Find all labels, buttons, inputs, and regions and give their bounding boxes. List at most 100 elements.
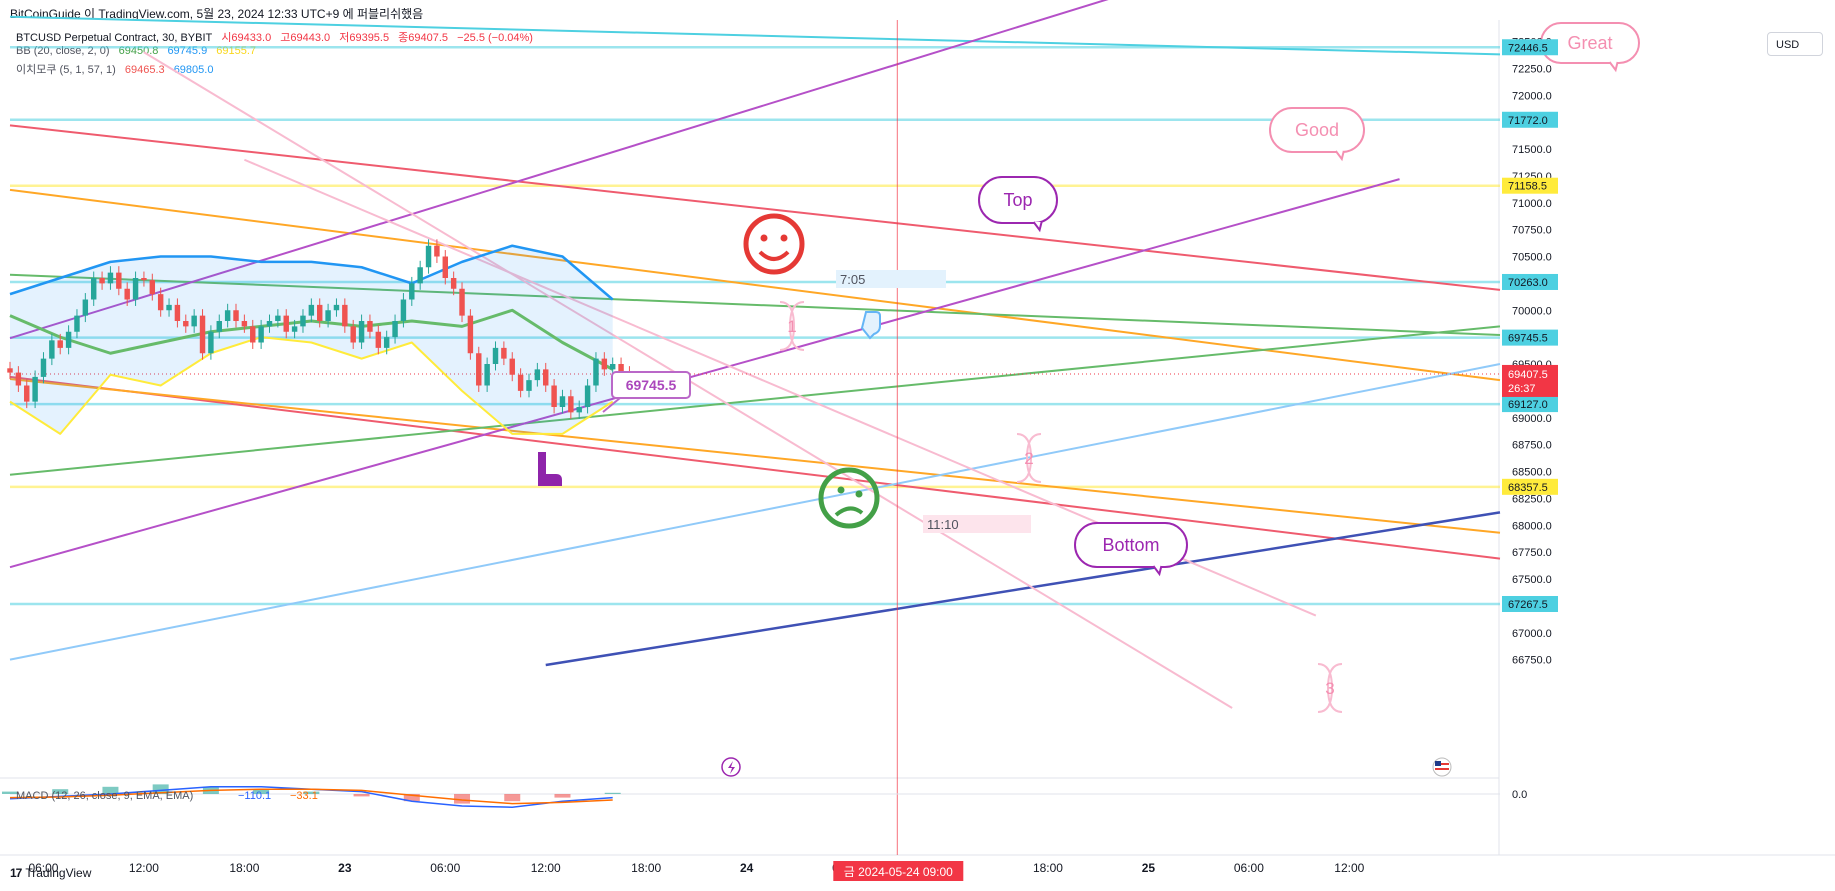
crosshair-date-label: 금 2024-05-24 09:00 xyxy=(844,865,953,879)
time-label-2: 11:10 xyxy=(927,517,959,532)
candle-body-64 xyxy=(543,369,549,386)
candle-body-20 xyxy=(174,304,181,321)
time-tick-1: 12:00 xyxy=(129,861,159,875)
candle-body-40 xyxy=(342,304,348,327)
trend-line-0 xyxy=(9,15,1501,56)
price-tick-15: 70500.0 xyxy=(1512,252,1552,264)
legend-close: 종69407.5 xyxy=(398,32,449,44)
candle-body-56 xyxy=(476,353,482,386)
candle-body-6 xyxy=(57,340,63,348)
candle-body-72 xyxy=(609,364,616,370)
us-flag-stripe-2 xyxy=(1435,768,1449,770)
candle-body-7 xyxy=(65,331,72,348)
legend-symbol-row[interactable]: BTCUSD Perpetual Contract, 30, BYBIT 시69… xyxy=(16,29,539,45)
time-tick-6: 18:00 xyxy=(631,861,661,875)
candle-body-8 xyxy=(74,315,80,332)
candle-body-27 xyxy=(233,310,239,321)
countdown-label: 26:37 xyxy=(1508,383,1536,395)
level-label-5: 69127.0 xyxy=(1508,399,1548,411)
great-annotation-tail xyxy=(1608,61,1619,73)
macd-hist-bar-11 xyxy=(554,794,571,798)
price-callout-text: 69745.5 xyxy=(626,377,677,393)
legend-low: 저69395.5 xyxy=(339,32,390,44)
top-annotation-bubble xyxy=(978,176,1058,224)
candle-body-61 xyxy=(517,374,524,391)
price-tick-1: 67000.0 xyxy=(1512,628,1552,640)
candle-body-53 xyxy=(450,278,457,289)
macd-signal-line xyxy=(9,788,613,805)
trend-line-4 xyxy=(9,378,1501,534)
time-label-2-bg xyxy=(923,515,1031,533)
macd-hist-bar-7 xyxy=(353,794,370,797)
ichimoku-cloud xyxy=(10,245,613,434)
trend-line-5 xyxy=(9,273,1501,336)
candle-body-42 xyxy=(358,321,365,343)
wave-1-bracket xyxy=(779,301,805,351)
tradingview-logo[interactable]: 17 TradingView xyxy=(10,866,91,880)
bb-lower-line xyxy=(9,336,614,435)
price-tick-0: 66750.0 xyxy=(1512,655,1552,667)
candle-body-12 xyxy=(107,272,114,284)
price-tick-21: 72000.0 xyxy=(1512,90,1552,102)
price-tick-8: 68750.0 xyxy=(1512,440,1552,452)
trend-line-8 xyxy=(9,178,1400,569)
macd-hist-bar-3 xyxy=(152,784,169,794)
purple-hand-icon xyxy=(538,452,562,486)
candle-body-51 xyxy=(434,245,440,257)
candle-body-58 xyxy=(492,347,499,364)
candle-body-67 xyxy=(568,396,574,413)
candle-body-70 xyxy=(593,358,599,386)
candle-body-57 xyxy=(484,364,490,386)
price-tick-22: 72250.0 xyxy=(1512,63,1552,75)
time-tick-7: 24 xyxy=(740,861,754,875)
trend-line-1 xyxy=(9,124,1501,291)
candle-body-14 xyxy=(124,288,130,300)
time-tick-12: 06:00 xyxy=(1234,861,1264,875)
candle-body-11 xyxy=(99,278,105,284)
publish-title: BitCoinGuide 이 TradingView.com, 5월 23, 2… xyxy=(10,7,424,21)
candle-body-39 xyxy=(333,304,340,311)
candle-body-23 xyxy=(199,315,206,354)
candle-body-25 xyxy=(216,321,222,332)
happy-face-mouth xyxy=(758,250,790,261)
wave-2-bracket xyxy=(1016,433,1042,483)
time-tick-11: 25 xyxy=(1142,861,1156,875)
legend-ichimoku-row[interactable]: 이치모쿠 (5, 1, 57, 1) 69465.3 69805.0 xyxy=(16,61,219,77)
level-label-bg-7 xyxy=(1502,595,1558,612)
candle-body-1 xyxy=(15,372,22,386)
candle-body-62 xyxy=(526,380,532,391)
candle-body-4 xyxy=(40,358,47,377)
candle-body-43 xyxy=(367,321,373,332)
candle-body-13 xyxy=(116,272,122,289)
macd-hist-bar-0 xyxy=(2,791,18,794)
price-tick-17: 71000.0 xyxy=(1512,198,1552,210)
candle-body-2 xyxy=(24,385,30,402)
level-label-bg-5 xyxy=(1502,396,1558,413)
time-tick-13: 12:00 xyxy=(1334,861,1364,875)
wave-3-bracket xyxy=(1317,663,1343,713)
crosshair-date-bg xyxy=(833,861,964,881)
level-label-bg-1 xyxy=(1502,111,1558,128)
currency-button[interactable]: USD xyxy=(1767,32,1823,56)
level-label-2: 71158.5 xyxy=(1508,181,1547,193)
level-label-bg-2 xyxy=(1502,177,1558,194)
candle-body-10 xyxy=(90,278,97,300)
candle-body-38 xyxy=(325,310,331,321)
price-callout-box xyxy=(611,371,691,399)
macd-hist-bar-9 xyxy=(454,794,471,804)
candle-body-59 xyxy=(501,347,507,359)
candle-body-26 xyxy=(224,310,231,321)
candle-body-33 xyxy=(283,315,289,332)
macd-hist-bar-6 xyxy=(303,791,320,794)
macd-axis-zero: 0.0 xyxy=(1512,789,1527,801)
candle-body-41 xyxy=(350,326,356,343)
candle-body-69 xyxy=(584,385,591,407)
price-callout-pointer xyxy=(602,397,621,413)
macd-value-1: −110.1 xyxy=(238,790,271,802)
us-flag-stripe-1 xyxy=(1435,763,1449,765)
great-annotation-text: Great xyxy=(1567,33,1612,53)
candle-body-29 xyxy=(250,326,256,343)
last-price-label-bg xyxy=(1502,364,1558,397)
